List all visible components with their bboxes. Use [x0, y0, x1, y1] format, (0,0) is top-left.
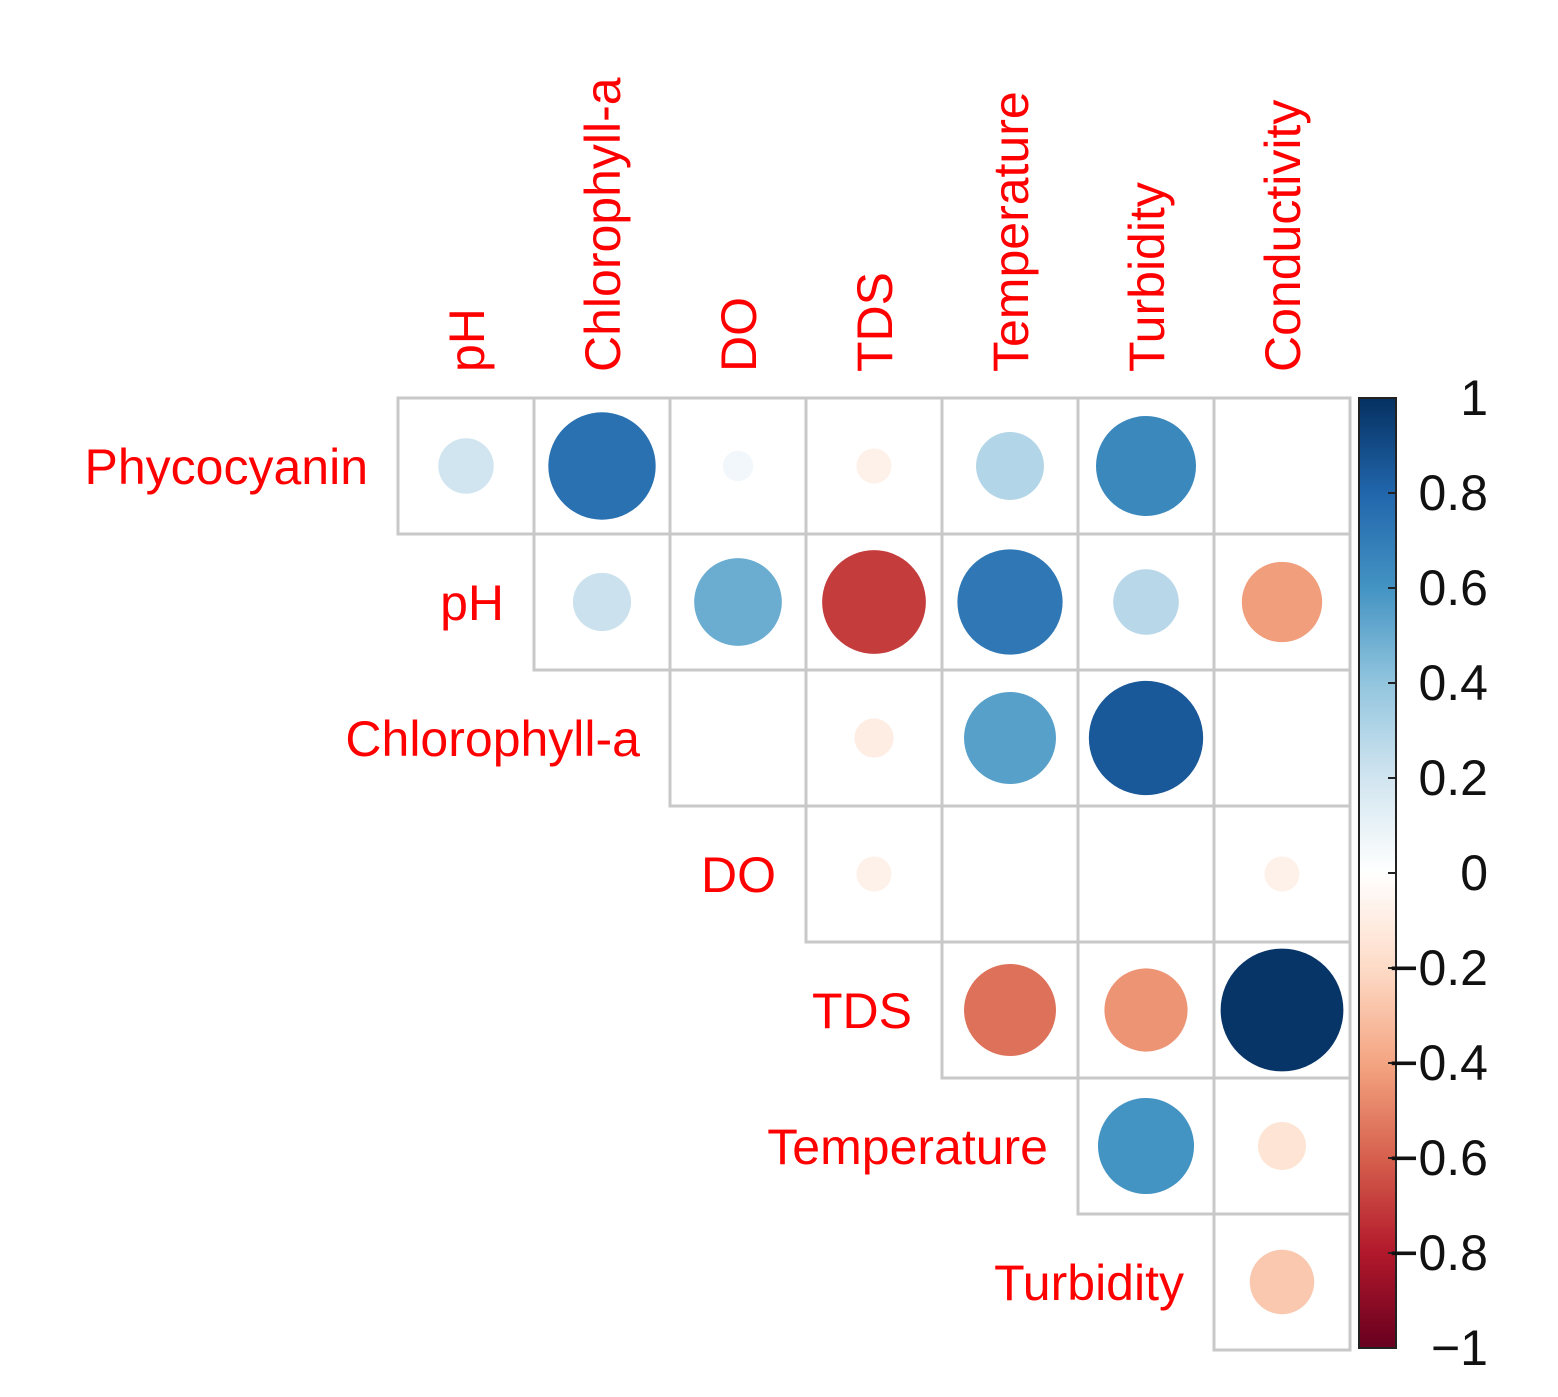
circle-tds-temperature: [964, 964, 1056, 1056]
row-label-chlorophyll-a: Chlorophyll-a: [345, 711, 640, 767]
row-labels: Phycocyanin pH Chlorophyll-a DO TDS Temperatu…: [85, 439, 1185, 1311]
circle-phycocyanin-ph: [438, 438, 494, 494]
circle-phycocyanin-do: [722, 450, 754, 482]
colorbar-tick-label: 1: [1460, 370, 1488, 426]
circle-turbidity-conductivity: [1249, 1249, 1315, 1315]
colorbar-tick-label: 0: [1460, 845, 1488, 901]
row-label-tds: TDS: [812, 983, 912, 1039]
circle-chlorophyll-a-temperature: [964, 692, 1056, 784]
colorbar-tick-label: −1: [1431, 1320, 1488, 1376]
circle-temperature-conductivity: [1257, 1121, 1307, 1171]
circle-tds-turbidity: [1104, 968, 1188, 1052]
cell-chlorophyll-a-do: [668, 668, 808, 808]
colorbar-tick-label: 0.6: [1418, 560, 1488, 616]
col-label-tds: TDS: [847, 272, 903, 372]
cell-do-turbidity: [1076, 804, 1216, 944]
colorbar-tick-label: 0.4: [1418, 655, 1488, 711]
col-label-ph: pH: [439, 308, 495, 372]
row-label-temperature: Temperature: [767, 1119, 1048, 1175]
colorbar-tick-label: −0.4: [1389, 1035, 1488, 1091]
row-label-phycocyanin: Phycocyanin: [85, 439, 369, 495]
cell-chlorophyll-a-conductivity: [1212, 668, 1352, 808]
colorbar-ticks: 1 0.8 0.6 0.4 0.2 0 −0.2 −0.4 −0.6 −0.8 −1: [1388, 370, 1488, 1376]
col-label-conductivity: Conductivity: [1255, 100, 1311, 372]
cell-do-temperature: [940, 804, 1080, 944]
colorbar-tick-label: −0.2: [1389, 940, 1488, 996]
colorbar-tick-label: 0.8: [1418, 465, 1488, 521]
cell-phycocyanin-conductivity: [1212, 396, 1352, 536]
col-label-turbidity: Turbidity: [1119, 182, 1175, 372]
circle-ph-conductivity: [1241, 561, 1323, 643]
row-label-ph: pH: [440, 575, 504, 631]
circle-ph-tds: [822, 550, 926, 654]
circle-ph-do: [694, 558, 782, 646]
circle-ph-temperature: [957, 549, 1063, 655]
colorbar-tick-label: 0.2: [1418, 750, 1488, 806]
row-label-turbidity: Turbidity: [994, 1255, 1184, 1311]
col-label-temperature: Temperature: [983, 91, 1039, 372]
colorbar: 1 0.8 0.6 0.4 0.2 0 −0.2 −0.4 −0.6 −0.8 −1: [1358, 370, 1488, 1376]
col-label-chlorophyll-a: Chlorophyll-a: [575, 77, 631, 372]
col-label-do: DO: [711, 297, 767, 372]
circle-chlorophyll-a-tds: [854, 718, 894, 758]
colorbar-tick-label: −0.8: [1389, 1225, 1488, 1281]
circle-phycocyanin-temperature: [976, 432, 1044, 500]
circle-phycocyanin-chlorophyll-a: [548, 412, 656, 520]
circle-ph-chlorophyll-a: [572, 572, 632, 632]
cell-ph-chlorophyll-a: [532, 532, 672, 672]
colorbar-tick-label: −0.6: [1389, 1130, 1488, 1186]
circle-phycocyanin-tds: [856, 448, 892, 484]
circle-tds-conductivity: [1220, 948, 1344, 1072]
circle-phycocyanin-turbidity: [1096, 416, 1196, 516]
circle-temperature-turbidity: [1097, 1097, 1195, 1195]
column-labels: pH Chlorophyll-a DO TDS Temperature Turbidity…: [439, 77, 1311, 372]
row-label-do: DO: [701, 847, 776, 903]
correlation-circles: [438, 412, 1344, 1315]
circle-do-conductivity: [1264, 856, 1300, 892]
circle-do-tds: [856, 856, 892, 892]
cell-do-conductivity: [1212, 804, 1352, 944]
circle-ph-turbidity: [1113, 569, 1179, 635]
circle-chlorophyll-a-turbidity: [1088, 680, 1204, 796]
